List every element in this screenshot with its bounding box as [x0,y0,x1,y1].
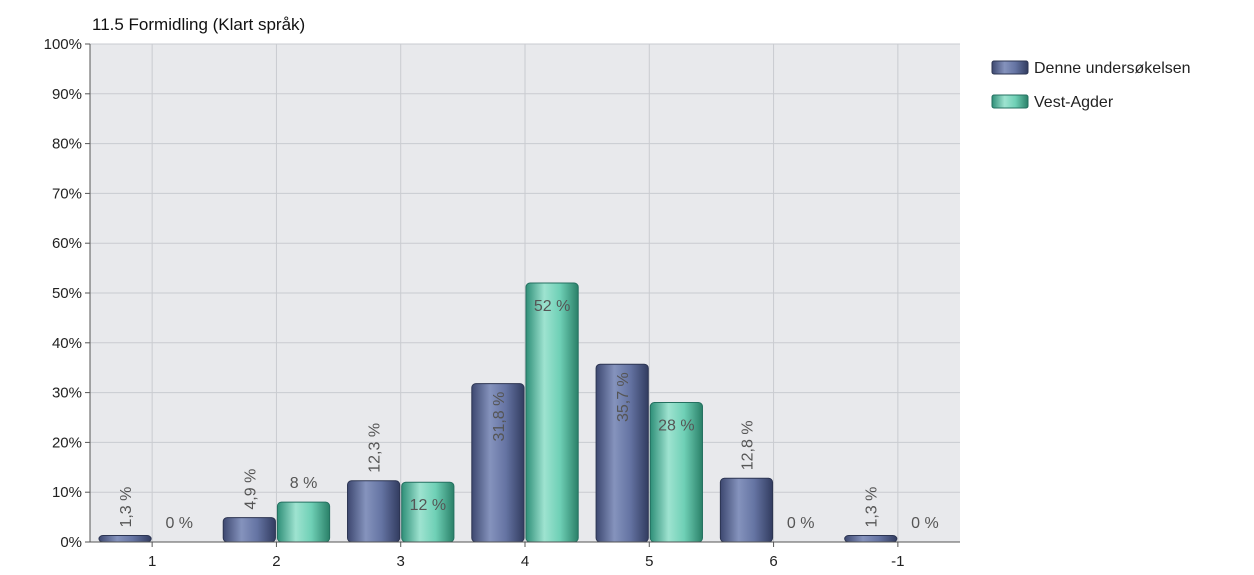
x-tick-label: 5 [645,553,653,570]
legend-label-vest-agder: Vest-Agder [1034,94,1114,111]
y-tick-label: 90% [52,86,82,103]
legend-label-denne-undersokelsen: Denne undersøkelsen [1034,60,1191,77]
y-tick-label: 100% [44,36,82,53]
x-tick-label: 6 [769,553,777,570]
value-label-series-1-cat-4: 28 % [658,418,694,435]
x-tick-label: 4 [521,553,529,570]
value-label-series-0-cat-2: 12,3 % [367,423,384,473]
legend-swatch-vest-agder [991,94,1029,109]
y-tick-label: 0% [60,534,82,551]
y-tick-label: 40% [52,335,82,352]
x-tick-label: 2 [272,553,280,570]
value-label-series-1-cat-6: 0 % [911,515,939,532]
legend: Denne undersøkelsen Vest-Agder [991,60,1191,111]
legend-item-vest-agder: Vest-Agder [991,94,1114,111]
y-tick-label: 30% [52,385,82,402]
y-tick-label: 10% [52,484,82,501]
chart-title: 11.5 Formidling (Klart språk) [92,15,305,34]
y-tick-label: 20% [52,434,82,451]
y-tick-label: 80% [52,136,82,153]
x-tick-label: -1 [891,553,904,570]
value-label-series-0-cat-5: 12,8 % [739,420,756,470]
value-label-series-0-cat-4: 35,7 % [615,372,632,422]
bar-series-1-cat-1 [276,501,331,543]
value-labels: 1,3 % 4,9 % 12,3 % 31,8 % 35,7 % 12,8 % 1,3 % 0… [118,298,939,532]
bar-series-0-cat-5 [719,477,774,543]
x-axis-ticks: 1 2 3 4 5 6 -1 [148,542,905,570]
value-label-series-1-cat-0: 0 % [165,515,193,532]
legend-item-denne-undersokelsen: Denne undersøkelsen [991,60,1191,77]
bar-series-0-cat-6 [844,535,898,543]
legend-swatch-denne-undersokelsen [991,60,1029,75]
value-label-series-1-cat-2: 12 % [410,497,446,514]
y-tick-label: 60% [52,235,82,252]
value-label-series-0-cat-0: 1,3 % [118,487,135,528]
value-label-series-0-cat-6: 1,3 % [864,487,881,528]
bar-series-0-cat-0 [98,535,152,543]
value-label-series-1-cat-5: 0 % [787,515,815,532]
value-label-series-1-cat-3: 52 % [534,298,570,315]
y-axis-ticks: 0% 10% 20% 30% 40% 50% 60% 70% 80% 90% 100% [44,36,90,551]
bar-series-0-cat-2 [347,480,401,543]
y-tick-label: 50% [52,285,82,302]
value-label-series-0-cat-3: 31,8 % [491,392,508,442]
grid-lines [90,43,960,542]
bar-series-1-cat-3 [525,282,579,543]
value-label-series-1-cat-1: 8 % [290,475,318,492]
x-tick-label: 3 [397,553,405,570]
bars [98,282,898,543]
value-label-series-0-cat-1: 4,9 % [242,469,259,510]
y-tick-label: 70% [52,185,82,202]
x-tick-label: 1 [148,553,156,570]
bar-series-0-cat-1 [222,517,276,543]
